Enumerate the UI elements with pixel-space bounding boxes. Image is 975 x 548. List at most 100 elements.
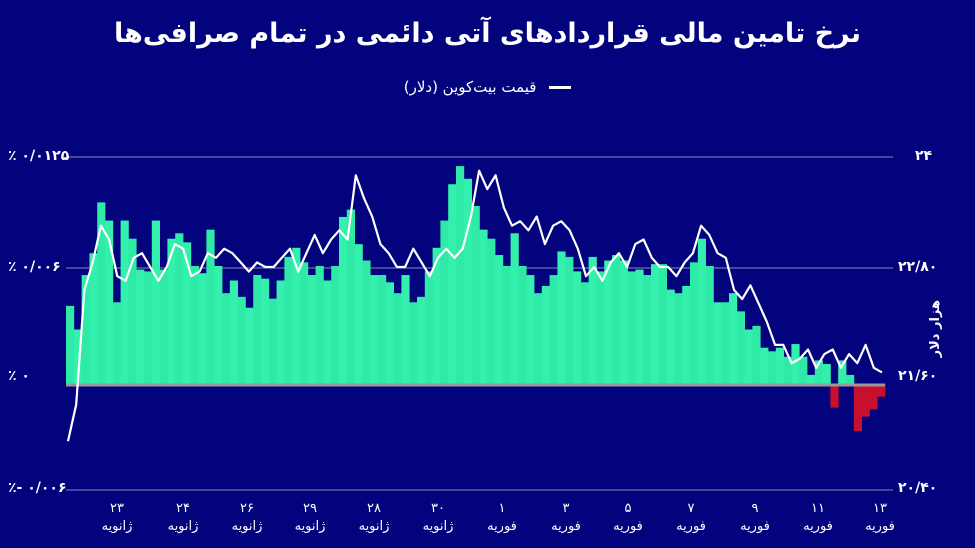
x-tick-day: ۳ (562, 501, 570, 516)
funding-rate-bar (651, 264, 660, 384)
x-tick-month: ژانویه (358, 519, 390, 534)
funding-rate-bar (612, 255, 621, 384)
funding-rate-bar (448, 184, 457, 384)
right-axis-tick: ۲۰/۴۰ (898, 480, 938, 496)
funding-rate-bar (588, 256, 597, 384)
x-tick-day: ۲۸ (367, 501, 381, 516)
funding-rate-bar (557, 251, 566, 384)
funding-rate-bar (151, 220, 160, 384)
funding-rate-bar (853, 384, 862, 432)
right-axis-tick: ۲۱/۶۰ (898, 368, 938, 384)
funding-rate-bar (456, 166, 465, 384)
funding-rate-bar (229, 280, 238, 384)
x-tick-month: فوریه (803, 519, 833, 534)
chart-title: نرخ تامین مالی قراردادهای آتی دائمی در ت… (114, 18, 861, 49)
funding-rate-bar (463, 178, 472, 384)
funding-rate-bar (284, 256, 293, 384)
left-axis-tick: ٪ ۰/۰۰۶ (8, 259, 61, 275)
funding-rate-bar (237, 296, 246, 384)
x-tick-month: ژانویه (231, 519, 263, 534)
funding-rate-bar (206, 229, 215, 384)
x-tick-day: ۲۴ (176, 501, 190, 516)
funding-rate-bar (705, 265, 714, 384)
funding-rate-bar (697, 238, 706, 384)
funding-rate-bar (417, 296, 426, 384)
funding-rate-bar (729, 293, 738, 384)
x-axis-tick: ۱۳ فوریه (850, 500, 910, 536)
x-tick-month: فوریه (676, 519, 706, 534)
funding-rate-bar (385, 282, 394, 384)
funding-rate-bar (814, 360, 823, 384)
funding-rate-bar (471, 206, 480, 384)
funding-rate-bar (214, 265, 223, 384)
right-axis-tick: ۲۴ (915, 148, 933, 164)
x-tick-month: فوریه (740, 519, 770, 534)
funding-rate-bar (502, 265, 511, 384)
funding-rate-bar (479, 229, 488, 384)
x-tick-day: ۲۳ (110, 501, 124, 516)
x-axis-tick: ۱ فوریه (472, 500, 532, 536)
funding-rate-bar (487, 238, 496, 384)
x-axis-tick: ۲۳ ژانویه (87, 500, 147, 536)
funding-rate-bar (253, 275, 262, 384)
funding-rate-bar (791, 344, 800, 384)
x-axis-tick: ۵ فوریه (598, 500, 658, 536)
funding-rate-bar (440, 220, 449, 384)
legend-line-swatch (549, 86, 572, 89)
funding-rate-bar (604, 260, 613, 384)
funding-rate-bar (627, 271, 636, 384)
x-tick-month: فوریه (613, 519, 643, 534)
x-axis-tick: ۲۶ ژانویه (217, 500, 277, 536)
x-tick-day: ۳۰ (431, 501, 445, 516)
funding-rate-bar (643, 275, 652, 384)
funding-rate-bar (222, 293, 231, 384)
x-tick-month: ژانویه (101, 519, 133, 534)
funding-rate-bar (534, 293, 543, 384)
funding-rate-bar (495, 255, 504, 384)
funding-rate-bar (510, 233, 519, 384)
x-tick-day: ۵ (624, 501, 632, 516)
funding-rate-bars (66, 166, 886, 432)
x-axis-tick: ۷ فوریه (661, 500, 721, 536)
funding-rate-bar (830, 384, 839, 408)
left-axis-tick: ٪- ۰/۰۰۶ (8, 480, 67, 496)
funding-rate-bar (159, 269, 168, 384)
funding-rate-bar (799, 356, 808, 384)
funding-rate-bar (307, 275, 316, 384)
funding-rate-bar (300, 262, 309, 384)
funding-rate-bar (573, 271, 582, 384)
x-tick-day: ۹ (751, 501, 759, 516)
x-axis-tick: ۳۰ ژانویه (408, 500, 468, 536)
funding-rate-bar (198, 273, 207, 384)
funding-rate-bar (518, 265, 527, 384)
funding-rate-bar (580, 282, 589, 384)
funding-rate-bar (736, 311, 745, 384)
funding-rate-bar (339, 216, 348, 384)
funding-rate-bar (89, 253, 98, 384)
funding-rate-bar (66, 305, 75, 384)
funding-rate-bar (775, 347, 784, 384)
left-axis-tick: ٪ ۰/۰۱۲۵ (8, 148, 70, 164)
funding-rate-bar (144, 271, 153, 384)
x-axis-tick: ۱۱ فوریه (788, 500, 848, 536)
funding-rate-bar (73, 329, 82, 384)
funding-rate-bar (276, 280, 285, 384)
funding-rate-bar (409, 302, 418, 384)
x-tick-month: ژانویه (422, 519, 454, 534)
funding-rate-bar (760, 347, 769, 384)
funding-rate-bar (721, 302, 730, 384)
funding-rate-bar (354, 244, 363, 384)
btc-price-line (66, 169, 883, 442)
funding-rate-bar (822, 364, 831, 384)
x-tick-month: فوریه (865, 519, 895, 534)
x-axis-tick: ۲۸ ژانویه (344, 500, 404, 536)
funding-rate-bar (370, 275, 379, 384)
funding-rate-bar (136, 269, 145, 384)
funding-rate-bar (635, 269, 644, 384)
funding-rate-bar (424, 271, 433, 384)
funding-rate-bar (783, 356, 792, 384)
funding-rate-bar (432, 247, 441, 384)
right-axis-title: هزار دلار (928, 300, 943, 358)
funding-rate-bar (245, 307, 254, 384)
